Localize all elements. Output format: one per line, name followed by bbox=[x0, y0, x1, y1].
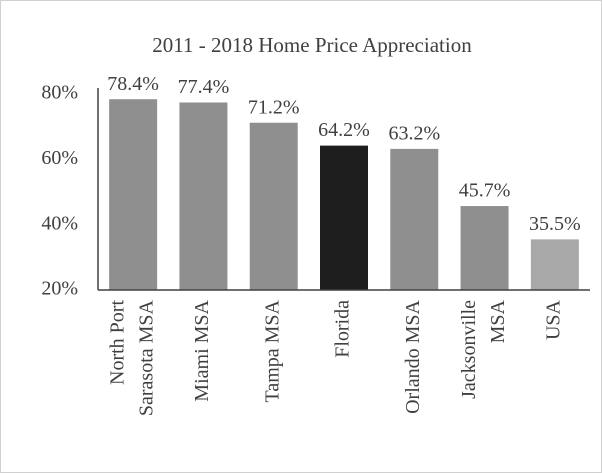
x-tick-label: Florida bbox=[332, 300, 354, 358]
value-label: 78.4% bbox=[107, 73, 159, 95]
bar bbox=[460, 206, 509, 290]
bar bbox=[109, 99, 158, 290]
x-tick-label: Miami MSA bbox=[191, 299, 213, 401]
bar bbox=[249, 122, 298, 290]
x-tick-label: Jacksonville MSA bbox=[458, 299, 509, 398]
y-tick-label: 20% bbox=[41, 278, 78, 300]
x-tick-label: Tampa MSA bbox=[261, 299, 283, 402]
chart-title: 2011 - 2018 Home Price Appreciation bbox=[152, 33, 472, 57]
x-tick-label: USA bbox=[542, 299, 564, 340]
bar bbox=[390, 148, 439, 290]
value-label: 77.4% bbox=[178, 76, 230, 98]
x-tick-label: North Port Sarasota MSA bbox=[106, 299, 157, 416]
value-label: 45.7% bbox=[459, 180, 511, 202]
value-label: 35.5% bbox=[529, 213, 581, 235]
bar bbox=[530, 239, 579, 290]
y-tick-label: 40% bbox=[41, 212, 78, 234]
x-tick-label: Orlando MSA bbox=[402, 299, 424, 413]
y-tick-label: 80% bbox=[41, 82, 78, 104]
value-label: 63.2% bbox=[388, 122, 440, 144]
bar bbox=[179, 102, 228, 290]
value-label: 64.2% bbox=[318, 119, 370, 141]
y-tick-label: 60% bbox=[41, 147, 78, 169]
value-label: 71.2% bbox=[248, 96, 300, 118]
bar bbox=[320, 145, 368, 290]
